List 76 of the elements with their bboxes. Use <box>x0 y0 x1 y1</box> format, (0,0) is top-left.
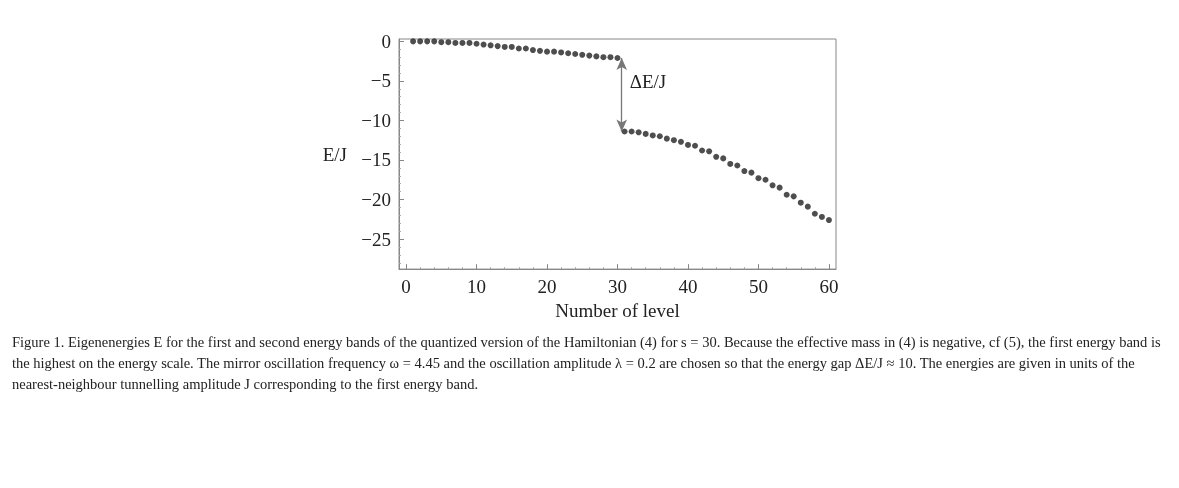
point <box>565 50 572 57</box>
point <box>642 130 649 137</box>
point <box>593 53 600 60</box>
point <box>544 48 551 55</box>
point <box>797 199 804 206</box>
point <box>522 45 529 52</box>
point <box>572 51 579 58</box>
point <box>508 43 515 50</box>
point <box>692 142 699 149</box>
x-tick-label: 0 <box>401 276 411 298</box>
point <box>452 39 459 46</box>
point <box>621 128 628 135</box>
point <box>635 129 642 136</box>
point <box>677 138 684 145</box>
point <box>515 45 522 52</box>
point <box>727 160 734 167</box>
point <box>473 40 480 47</box>
point <box>558 49 565 56</box>
x-axis-title: Number of level <box>555 300 680 321</box>
point <box>607 54 614 61</box>
point <box>706 148 713 155</box>
point <box>741 168 748 175</box>
point <box>551 48 558 55</box>
point <box>536 47 543 54</box>
point <box>734 162 741 169</box>
point <box>501 43 508 50</box>
x-tick-label: 30 <box>608 276 627 298</box>
point <box>776 184 783 191</box>
point <box>790 193 797 200</box>
y-tick-label: −25 <box>361 228 391 250</box>
point <box>529 47 536 54</box>
point <box>769 182 776 189</box>
point <box>762 176 769 183</box>
x-tick-label: 40 <box>678 276 698 298</box>
y-tick-label: −20 <box>361 189 391 211</box>
point <box>804 203 811 210</box>
point <box>783 191 790 198</box>
point <box>670 137 677 144</box>
point <box>825 217 832 224</box>
x-tick-label: 10 <box>467 276 487 298</box>
point <box>438 39 445 46</box>
point <box>494 43 501 50</box>
y-axis-title: E/J <box>322 143 347 165</box>
point <box>811 210 818 217</box>
point <box>480 41 487 48</box>
y-tick-label: −5 <box>370 70 391 92</box>
point <box>586 52 593 59</box>
point <box>818 213 825 220</box>
point <box>487 42 494 49</box>
caption: Figure 1. Eigenenergies E for the first and second energy bands of the quantized version of the Hamiltonian (4) for s = 30. Because the effective mass in (4) is negative, cf (5), the first energy band is the highest on the energy scale. The mirror oscillation frequency ω = 4.45 and the oscillation amplitude λ = 0.2 are chosen so that the energy gap ΔE/J ≈ 10. The energies are given in units of the nearest-neighbour tunnelling amplitude J corresponding to the first energy band. <box>12 333 1162 394</box>
point <box>410 38 417 45</box>
point <box>579 51 586 58</box>
point <box>628 128 635 135</box>
annotation: ΔE/J <box>629 70 667 92</box>
point <box>720 155 727 162</box>
x-tick-label: 20 <box>537 276 557 298</box>
point <box>755 175 762 182</box>
point <box>614 54 621 61</box>
point <box>656 133 663 140</box>
point <box>713 153 720 160</box>
y-tick-label: 0 <box>381 30 391 52</box>
point <box>663 135 670 142</box>
point <box>600 54 607 61</box>
point <box>466 39 473 46</box>
point <box>459 39 466 46</box>
point <box>684 141 691 148</box>
point <box>445 39 452 46</box>
point <box>748 169 755 176</box>
point <box>424 38 431 45</box>
x-tick-label: 60 <box>819 276 839 298</box>
y-tick-label: −15 <box>361 149 391 171</box>
point <box>699 147 706 154</box>
y-tick-label: −10 <box>361 109 391 131</box>
x-tick-label: 50 <box>748 276 768 298</box>
point <box>417 38 424 45</box>
point <box>431 38 438 45</box>
